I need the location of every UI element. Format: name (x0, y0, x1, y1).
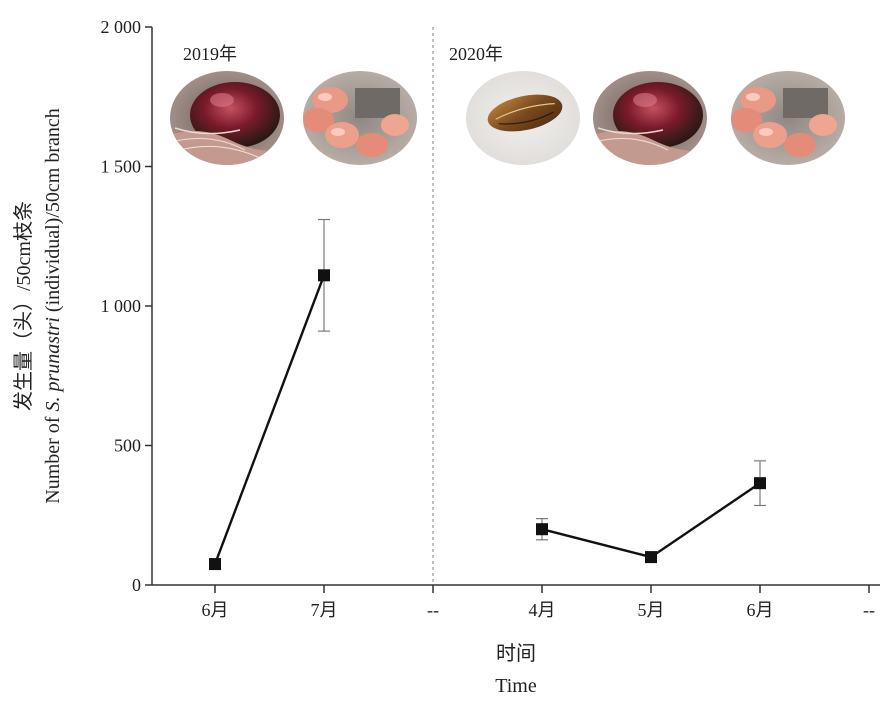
photo-nymphs-2020 (731, 71, 845, 165)
x-axis-title-cn: 时间 (496, 642, 536, 665)
y-axis-title-en: Number of S. prunastri (individual)/50cm… (42, 108, 64, 504)
series-line (541, 482, 761, 559)
y-tick-label: 500 (114, 436, 141, 456)
y-tick-label: 1 500 (101, 157, 142, 177)
series-group (209, 218, 766, 571)
x-tick-label: 7月 (311, 600, 338, 620)
year-label-2020: 2020年 (449, 44, 503, 64)
photo-overwintering-eggs-2020 (593, 71, 707, 165)
photo-overwintering-eggs-2019 (170, 71, 284, 165)
data-point-marker (754, 477, 766, 490)
y-tick-label: 0 (132, 575, 141, 595)
data-point-marker (645, 551, 657, 564)
y-axis-title-en-prefix: Number of (42, 412, 64, 504)
y-tick-label: 2 000 (101, 17, 142, 37)
x-tick-label: 4月 (529, 600, 556, 620)
photo-adult-scale-2020 (466, 71, 580, 165)
x-tick-label: -- (863, 600, 875, 620)
data-point-marker (536, 523, 548, 536)
y-tick-label: 1 000 (101, 296, 142, 316)
y-axis-title-en-suffix: (individual)/50cm branch (42, 108, 64, 317)
y-axis-title-cn: 发生量（头）/50cm枝条 (12, 201, 35, 411)
x-axis-title-en: Time (495, 675, 537, 697)
year-label-2019: 2019年 (183, 44, 237, 64)
x-ticks: 6月 7月 -- 4月 5月 6月 -- (202, 585, 875, 620)
x-tick-label: 5月 (638, 600, 665, 620)
y-ticks: 0 500 1 000 1 500 2 000 (101, 17, 152, 595)
data-point-marker (209, 558, 221, 571)
x-tick-label: -- (427, 600, 439, 620)
y-axis-title-en-species: S. prunastri (42, 317, 64, 411)
series-line (213, 274, 326, 565)
x-tick-label: 6月 (747, 600, 774, 620)
photo-nymphs-2019 (303, 71, 417, 165)
x-tick-label: 6月 (202, 600, 229, 620)
data-point-marker (318, 269, 330, 282)
